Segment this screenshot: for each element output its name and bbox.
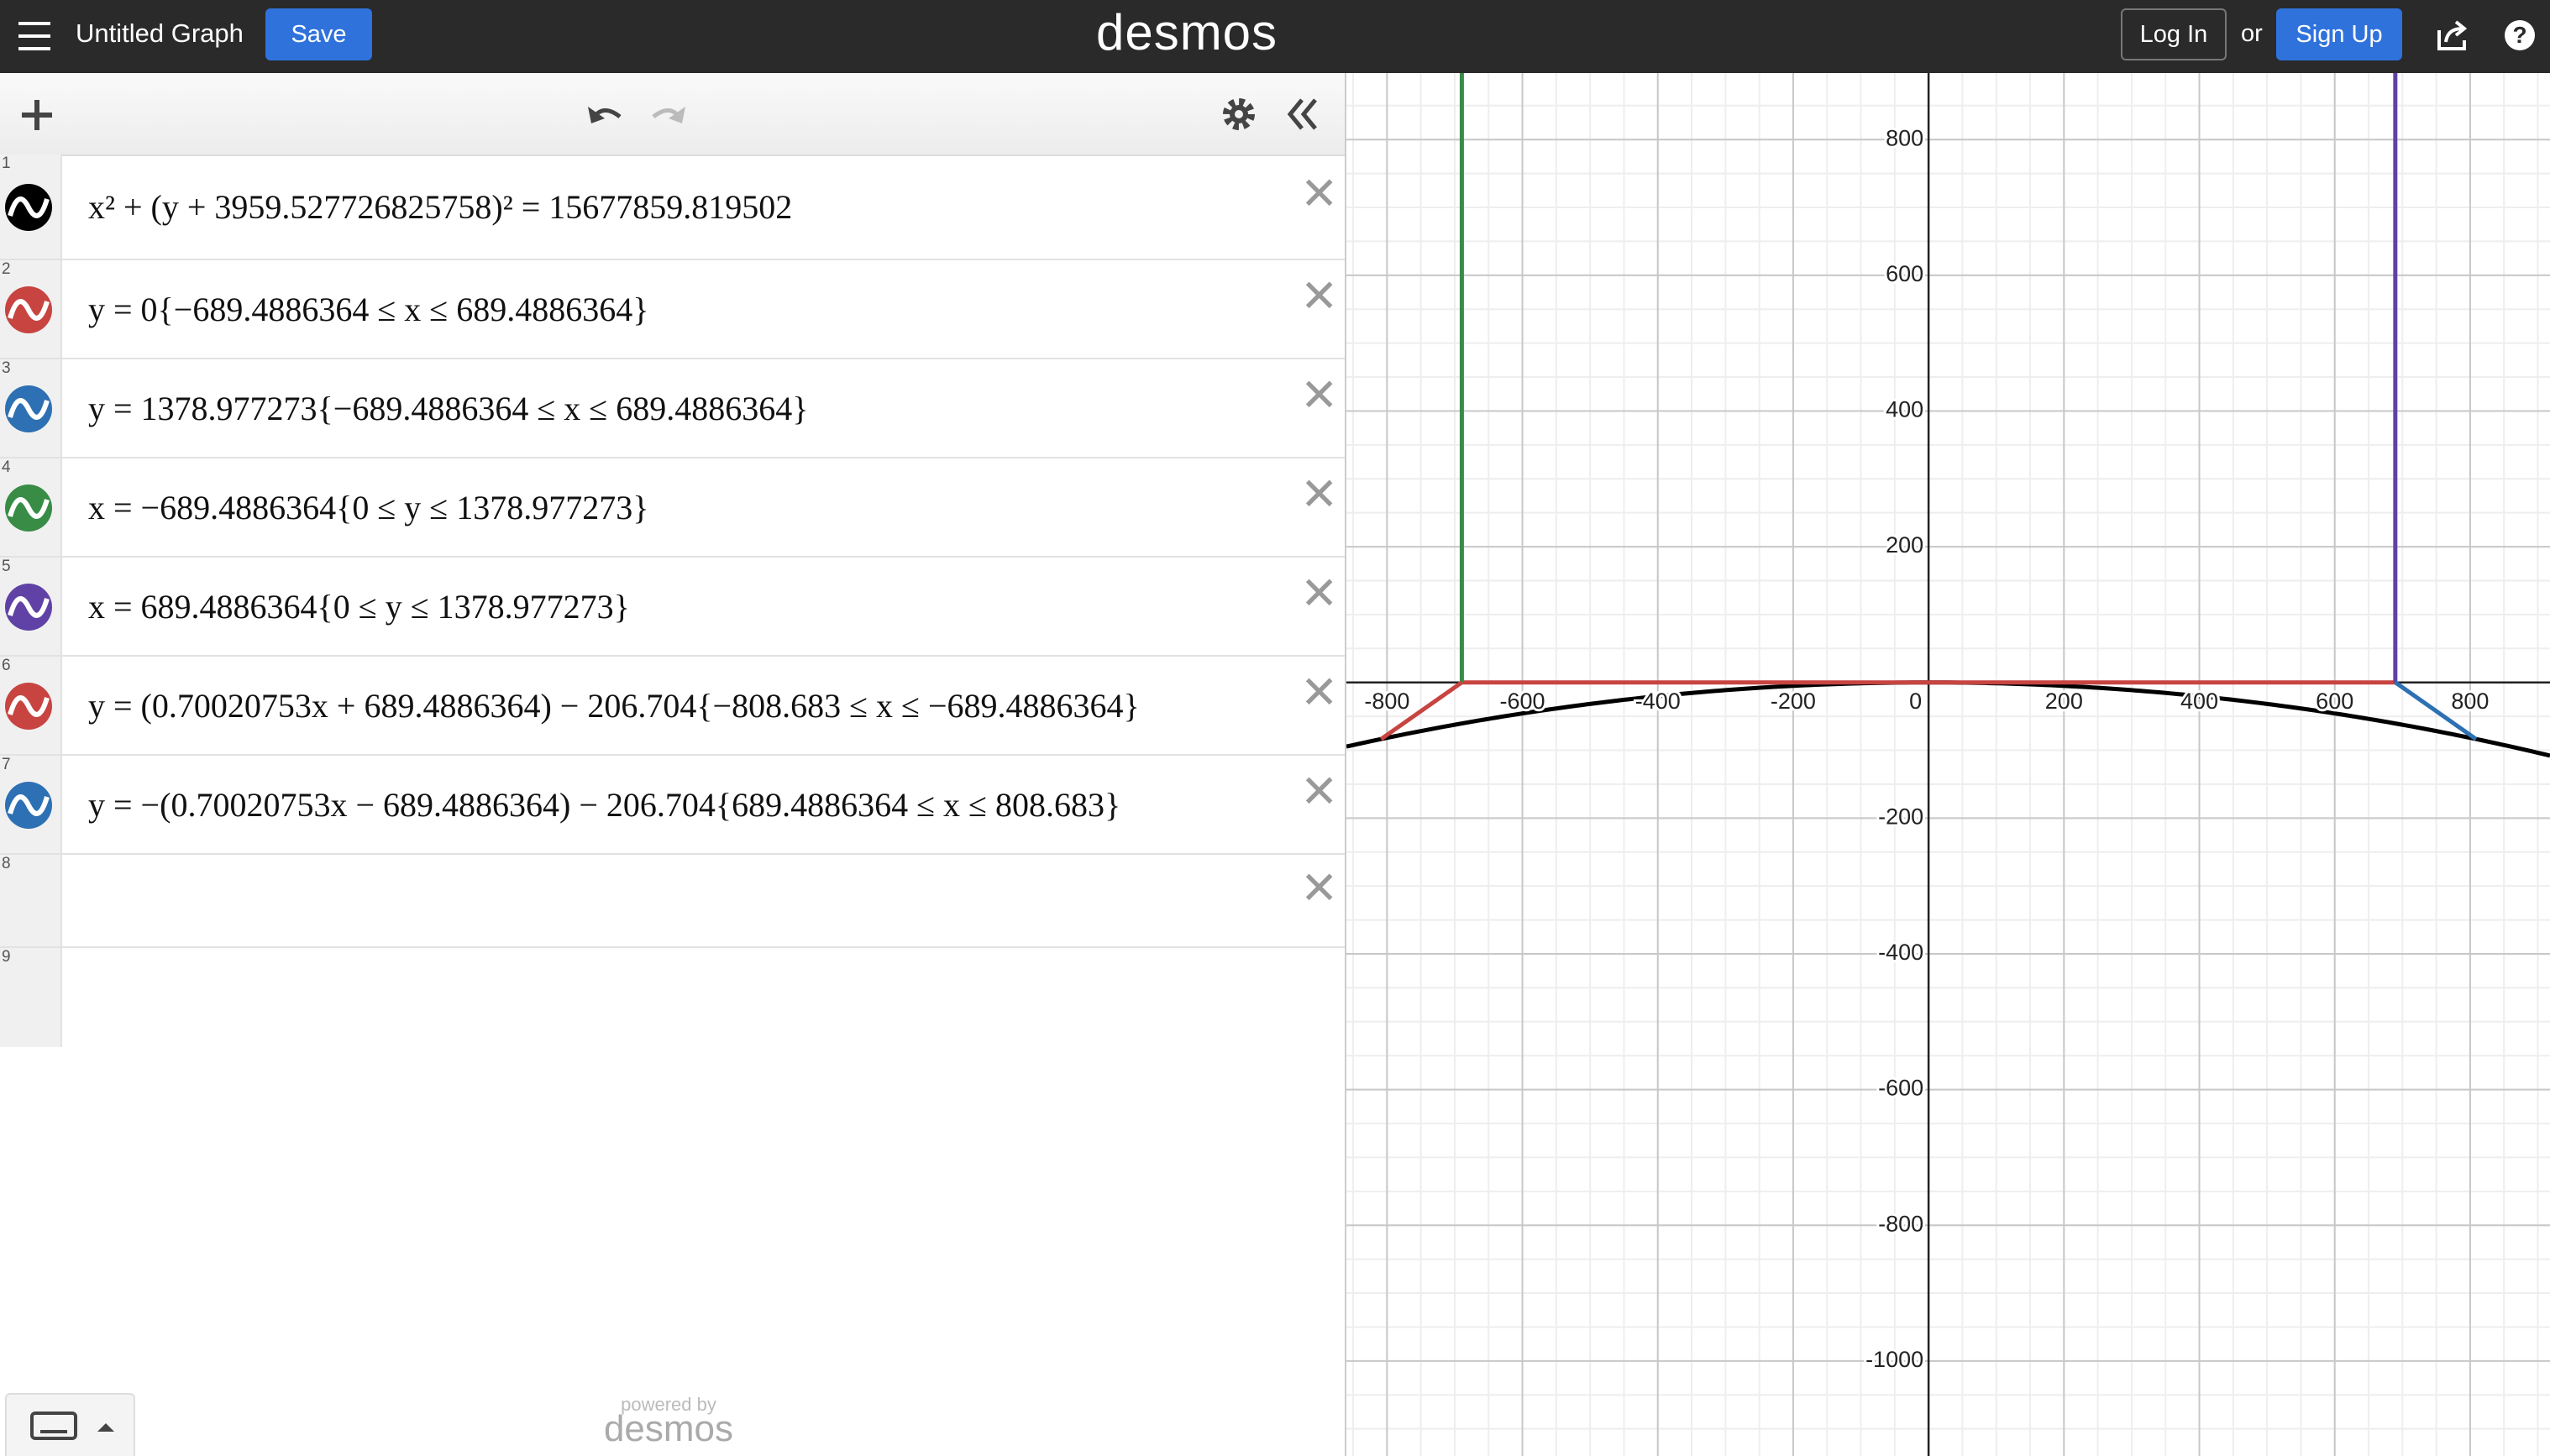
row-number: 6 — [2, 657, 11, 674]
row-number: 5 — [2, 558, 11, 575]
expression-row[interactable]: 4 x = −689.4886364{0 ≤ y ≤ 1378.977273} ✕ — [0, 458, 1345, 558]
x-tick-label: -600 — [1500, 689, 1545, 714]
expression-row[interactable]: 2 y = 0{−689.4886364 ≤ x ≤ 689.4886364} ✕ — [0, 260, 1345, 359]
y-tick-label: -200 — [1878, 804, 1923, 829]
expression-text: y = 1378.977273{−689.4886364 ≤ x ≤ 689.4… — [88, 390, 809, 427]
expression-text: y = (0.70020753x + 689.4886364) − 206.70… — [88, 687, 1140, 725]
undo-button[interactable] — [586, 98, 623, 128]
keyboard-button[interactable] — [5, 1393, 135, 1456]
expression-row: 9 — [0, 948, 1345, 1047]
expression-text: x = 689.4886364{0 ≤ y ≤ 1378.977273} — [88, 588, 630, 626]
x-tick-label: -800 — [1364, 689, 1409, 714]
expression-text: y = 0{−689.4886364 ≤ x ≤ 689.4886364} — [88, 291, 649, 328]
expression-row[interactable]: 5 x = 689.4886364{0 ≤ y ≤ 1378.977273} ✕ — [0, 558, 1345, 657]
svg-text:?: ? — [2512, 22, 2526, 48]
y-tick-label: -600 — [1878, 1076, 1923, 1101]
row-gutter — [0, 948, 62, 1047]
delete-button[interactable]: ✕ — [1300, 271, 1339, 322]
x-tick-label: -200 — [1771, 689, 1816, 714]
x-tick-label: 0 — [1909, 689, 1922, 714]
segment-curve — [2394, 680, 2478, 741]
header: Untitled Graph Save desmos Log In or Sig… — [0, 0, 2550, 73]
signup-button[interactable]: Sign Up — [2276, 8, 2402, 60]
x-tick-label: 800 — [2451, 689, 2489, 714]
row-number: 7 — [2, 756, 11, 773]
row-gutter — [0, 855, 62, 946]
add-button[interactable] — [20, 98, 54, 132]
row-number: 2 — [2, 260, 11, 278]
footer-logo: desmos — [603, 1408, 734, 1449]
save-button[interactable]: Save — [265, 8, 372, 60]
y-tick-label: -1000 — [1865, 1347, 1923, 1372]
color-icon — [5, 184, 52, 231]
x-tick-label: 400 — [2180, 689, 2218, 714]
row-number: 1 — [2, 155, 11, 172]
expression-row[interactable]: 8 ✕ — [0, 855, 1345, 948]
share-button[interactable] — [2436, 18, 2469, 52]
y-tick-label: 600 — [1886, 261, 1923, 286]
keyboard-icon — [30, 1411, 114, 1440]
row-number: 8 — [2, 855, 11, 872]
row-number: 9 — [2, 948, 11, 966]
toolbar — [0, 73, 1345, 156]
login-button[interactable]: Log In — [2121, 8, 2227, 60]
icon-wave — [8, 596, 50, 618]
collapse-button[interactable] — [1287, 98, 1320, 130]
settings-button[interactable] — [1221, 97, 1257, 132]
powered-by: powered by — [621, 1394, 716, 1415]
x-tick-label: -400 — [1635, 689, 1681, 714]
delete-button[interactable]: ✕ — [1300, 862, 1339, 914]
segment-curve — [1379, 680, 1463, 741]
icon-wave — [8, 794, 50, 816]
expression-row[interactable]: 6 y = (0.70020753x + 689.4886364) − 206.7… — [0, 657, 1345, 756]
delete-button[interactable]: ✕ — [1300, 469, 1339, 520]
icon-wave — [8, 398, 50, 420]
x-tick-label: 200 — [2045, 689, 2083, 714]
expression-text: x² + (y + 3959.527726825758)² = 15677859… — [88, 188, 793, 226]
or-text: or — [2241, 20, 2263, 47]
graph-paper[interactable]: -800 -600 -400 -200 0 200 400 600 800 -1000 -800 -6… — [1346, 73, 2550, 1456]
expression-text: y = −(0.70020753x − 689.4886364) − 206.7… — [88, 786, 1121, 824]
delete-button[interactable]: ✕ — [1300, 169, 1339, 219]
delete-button[interactable]: ✕ — [1300, 668, 1339, 718]
logo: desmos — [1095, 4, 1278, 60]
expression-row[interactable]: 3 y = 1378.977273{−689.4886364 ≤ x ≤ 689.… — [0, 359, 1345, 458]
y-tick-label: 400 — [1886, 397, 1923, 422]
graph-title[interactable]: Untitled Graph — [76, 18, 244, 48]
x-tick-label: 600 — [2316, 689, 2353, 714]
delete-button[interactable]: ✕ — [1300, 370, 1339, 421]
y-tick-label: -400 — [1878, 940, 1923, 965]
delete-button[interactable]: ✕ — [1300, 568, 1339, 619]
graph-layer: -800 -600 -400 -200 0 200 400 600 800 -1000 -800 -6… — [1346, 73, 2550, 1456]
menu-button[interactable] — [18, 20, 52, 52]
expression-panel: 1 x² + (y + 3959.527726825758)² = 1567785… — [0, 73, 1346, 1456]
expression-text: x = −689.4886364{0 ≤ y ≤ 1378.977273} — [88, 489, 649, 526]
icon-wave — [8, 497, 50, 519]
color-icon — [5, 385, 52, 432]
y-tick-label: 800 — [1886, 125, 1923, 150]
color-icon — [5, 286, 52, 333]
expression-row[interactable]: 7 y = −(0.70020753x − 689.4886364) − 206.… — [0, 756, 1345, 855]
y-tick-label: 200 — [1886, 532, 1923, 558]
help-button[interactable]: ? — [2503, 18, 2537, 52]
icon-wave — [8, 695, 50, 717]
color-icon — [5, 683, 52, 730]
delete-button[interactable]: ✕ — [1300, 767, 1339, 817]
color-icon — [5, 484, 52, 532]
color-icon — [5, 782, 52, 829]
icon-wave — [8, 196, 50, 218]
color-icon — [5, 584, 52, 631]
expression-row[interactable]: 1 x² + (y + 3959.527726825758)² = 1567785… — [0, 155, 1345, 260]
row-number: 3 — [2, 359, 11, 377]
row-number: 4 — [2, 458, 11, 476]
y-tick-label: -800 — [1878, 1211, 1923, 1236]
icon-wave — [8, 299, 50, 321]
redo-button[interactable] — [650, 98, 687, 128]
